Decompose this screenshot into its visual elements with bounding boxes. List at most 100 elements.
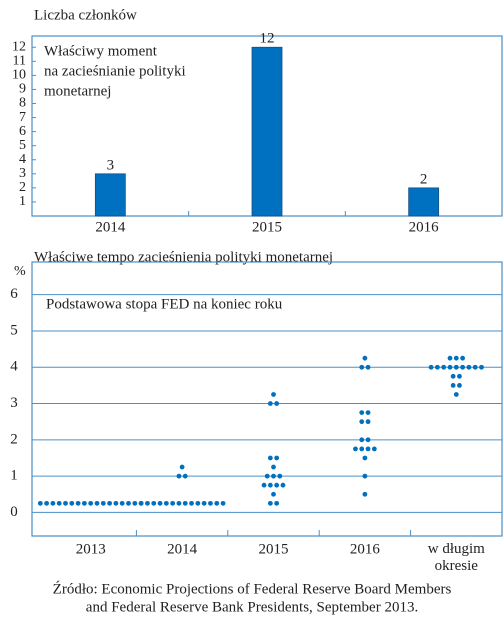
dot: [50, 500, 56, 506]
dot: [113, 500, 119, 506]
dot: [261, 482, 267, 488]
dot: [447, 355, 453, 361]
dot: [267, 482, 273, 488]
dot: [274, 401, 280, 406]
y-tick-label: 9: [19, 82, 26, 97]
dot: [107, 500, 112, 506]
dot: [359, 364, 365, 370]
y-tick-label: 6: [19, 124, 26, 139]
y-tick-label: 4: [19, 152, 26, 167]
dot: [208, 500, 213, 506]
y-tick-label: 1: [19, 194, 26, 209]
dot: [359, 419, 365, 425]
data-label: 3: [107, 157, 115, 173]
x-tick-label: 2014: [167, 541, 198, 557]
y-tick-label: 5: [10, 322, 18, 338]
annotation: Podstawowa stopa FED na koniec roku: [46, 296, 283, 312]
source: and Federal Reserve Bank Presidents, Sep…: [86, 599, 418, 615]
x-tick-label: 2015: [259, 541, 289, 557]
x-tick-label: 2014: [95, 219, 126, 235]
dot: [138, 500, 144, 506]
dot: [460, 355, 465, 361]
y-tick-label: 5: [19, 138, 26, 153]
dot: [126, 500, 131, 506]
annotation: monetarnej: [44, 83, 111, 99]
y-tick-label: 1: [10, 468, 18, 484]
dot: [362, 491, 368, 497]
dot: [132, 500, 138, 506]
dot: [195, 500, 201, 506]
dot: [457, 382, 462, 388]
dot: [359, 446, 365, 452]
y-tick-label: 2: [10, 431, 18, 447]
dot: [453, 392, 459, 397]
axis-label: %: [14, 264, 26, 279]
dot: [365, 446, 371, 452]
y-tick-label: 8: [19, 96, 26, 111]
dot: [201, 500, 207, 506]
y-tick-label: 11: [13, 54, 26, 69]
dot: [450, 382, 456, 388]
bar: [408, 187, 440, 217]
dot: [75, 500, 81, 506]
dot: [271, 392, 276, 397]
dot: [274, 455, 280, 461]
x-tick-label: w długim okresie: [428, 541, 485, 574]
dot: [182, 473, 188, 479]
dot: [472, 364, 478, 370]
dot: [362, 473, 368, 479]
dot: [119, 500, 125, 506]
dot: [264, 473, 270, 479]
dot: [189, 500, 194, 506]
dot: [280, 482, 286, 488]
dot: [271, 473, 276, 479]
dot: [359, 437, 365, 443]
dot: [466, 364, 472, 370]
y-tick-label: 3: [19, 166, 26, 181]
dot: [145, 500, 150, 506]
dot: [353, 446, 358, 452]
dot: [274, 500, 280, 506]
dot: [359, 410, 365, 416]
y-tick-label: 3: [10, 395, 18, 411]
dot: [428, 364, 434, 370]
bar: [251, 46, 283, 217]
dot: [176, 500, 182, 506]
annotation: na zacieśnianie polityki: [44, 63, 186, 79]
x-tick-label: 2016: [409, 219, 440, 235]
dot: [88, 500, 94, 506]
data-label: 12: [260, 31, 275, 47]
x-tick-label: 2016: [350, 541, 381, 557]
dot: [274, 482, 280, 488]
y-tick-label: 2: [19, 180, 26, 195]
dot: [63, 500, 68, 506]
dot: [220, 500, 226, 506]
source: Źródło: Economic Projections of Federal …: [53, 580, 452, 597]
dot: [479, 364, 484, 370]
dot: [151, 500, 157, 506]
data-label: 2: [420, 171, 428, 187]
dot: [362, 455, 368, 461]
dot: [56, 500, 62, 506]
dot: [170, 500, 176, 506]
plot-frame: [31, 261, 503, 537]
annotation: Właściwy moment: [44, 43, 158, 59]
chart-title: Właściwe tempo zacieśnienia polityki mon…: [34, 249, 333, 265]
dot: [271, 464, 276, 470]
chart-title: Liczba członków: [34, 7, 137, 23]
dot: [179, 464, 185, 470]
dot: [441, 364, 447, 370]
dot: [267, 455, 273, 461]
dot: [457, 373, 462, 379]
dot: [182, 500, 188, 506]
dot: [82, 500, 87, 506]
y-tick-label: 7: [19, 110, 26, 125]
x-tick-label: 2013: [76, 541, 106, 557]
x-tick-label: 2015: [252, 219, 282, 235]
dot: [365, 419, 371, 425]
dot: [453, 355, 459, 361]
y-tick-label: 12: [12, 39, 26, 54]
dot: [371, 446, 377, 452]
dot: [271, 491, 276, 497]
